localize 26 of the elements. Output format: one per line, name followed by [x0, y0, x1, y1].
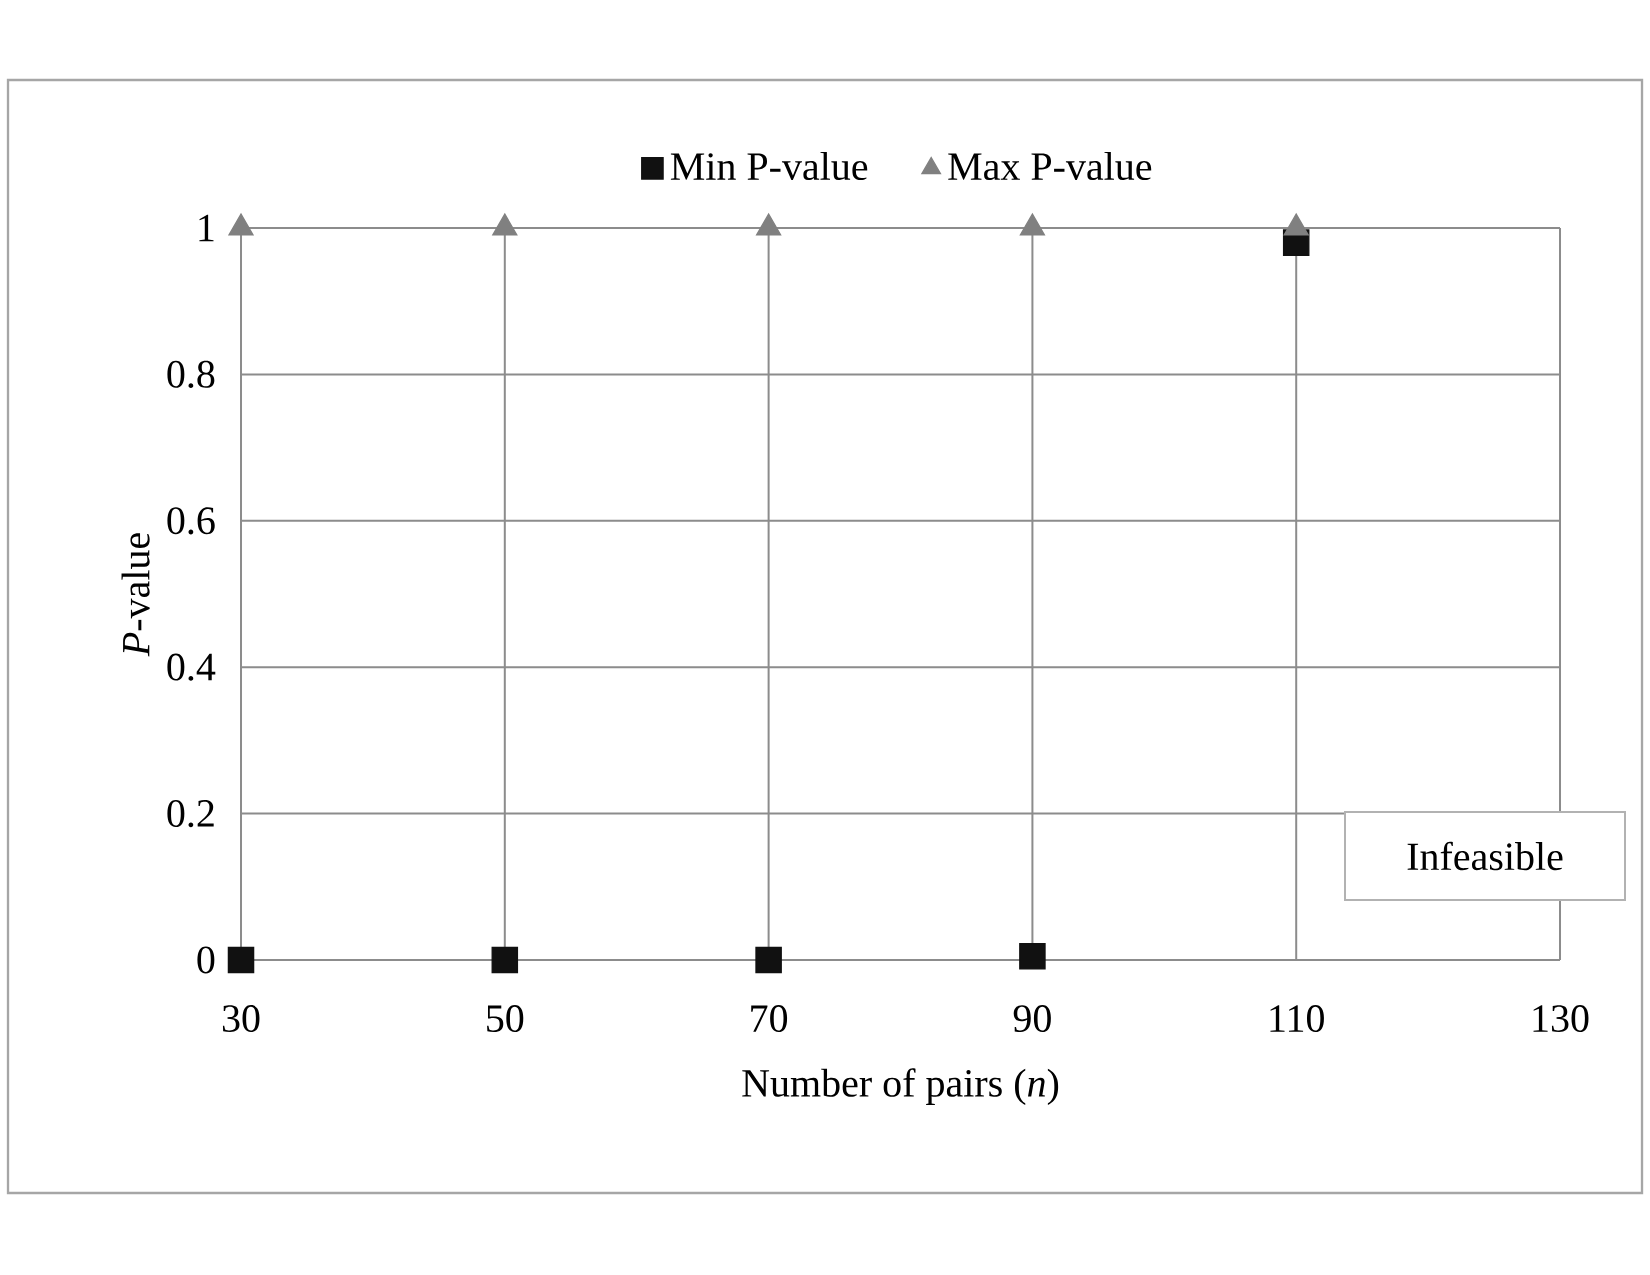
annotation: Infeasible [1407, 841, 1563, 871]
point [227, 946, 255, 974]
x-tick-label: 130 [1533, 1005, 1589, 1033]
y-tick-label: 0.6 [167, 507, 215, 535]
point [491, 946, 519, 974]
point [755, 213, 782, 236]
x-tick-label: 90 [1013, 1005, 1051, 1033]
x-tick-label: 70 [751, 1005, 788, 1033]
x-tick-label: 30 [222, 1005, 260, 1033]
y-axis-title: P-value [121, 533, 150, 657]
y-tick-label: 0.4 [167, 653, 216, 681]
point [1283, 213, 1309, 236]
y-tick-label: 0 [197, 946, 215, 974]
x-axis-title: Number of pairs (n) [742, 1068, 1059, 1105]
legend-label: Min P-value [670, 151, 868, 181]
y-tick-label: 0.2 [167, 799, 214, 828]
point [1019, 943, 1046, 970]
y-tick-label: 1 [199, 214, 214, 242]
point [1019, 213, 1046, 236]
point [228, 213, 254, 236]
y-tick-label: 0.8 [167, 360, 215, 388]
x-tick-label: 50 [487, 1005, 524, 1033]
x-tick-label: 110 [1270, 1005, 1324, 1033]
point [755, 946, 782, 974]
legend-label: Max P-value [948, 151, 1152, 181]
point [492, 213, 518, 236]
